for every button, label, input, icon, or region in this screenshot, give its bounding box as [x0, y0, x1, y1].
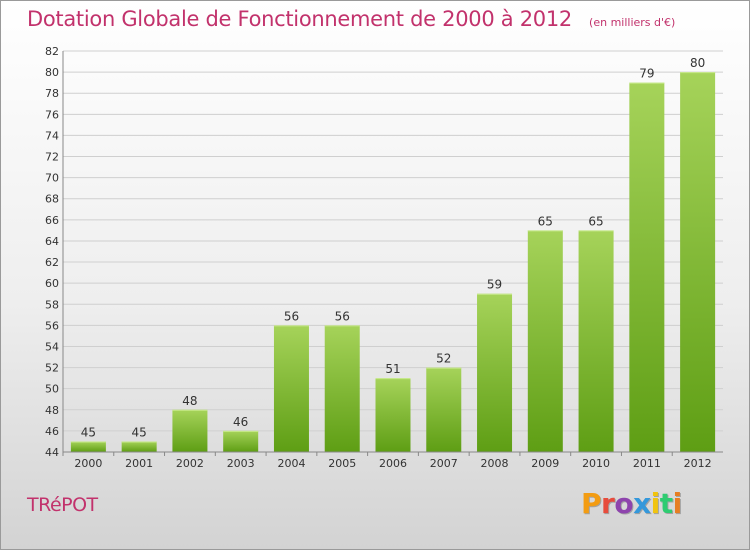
y-tick-label: 78: [45, 87, 59, 100]
bar: [680, 72, 716, 453]
bar: [629, 82, 665, 452]
bar: [477, 293, 513, 452]
data-label: 56: [335, 309, 350, 323]
data-label: 45: [81, 425, 96, 439]
bar: [527, 230, 563, 452]
data-label: 79: [639, 67, 654, 81]
y-tick-label: 82: [45, 45, 59, 58]
data-label: 65: [538, 214, 553, 228]
x-tick-label: 2012: [684, 457, 712, 470]
x-tick-label: 2008: [481, 457, 509, 470]
data-labels: 45 45 48 46 56 56 51 52 59 65 65 79 80: [81, 56, 706, 439]
data-label: 46: [233, 415, 248, 429]
y-tick-label: 50: [45, 383, 59, 396]
x-tick-label: 2002: [176, 457, 204, 470]
data-label: 52: [436, 352, 451, 366]
x-tick-label: 2004: [277, 457, 305, 470]
data-label: 80: [690, 56, 705, 70]
y-tick-label: 56: [45, 319, 59, 332]
x-tick-label: 2000: [74, 457, 102, 470]
data-label: 59: [487, 278, 502, 292]
brand-letter: o: [614, 487, 634, 520]
brand-letter: i: [672, 487, 683, 520]
bar: [324, 325, 360, 452]
y-tick-label: 44: [45, 446, 59, 459]
y-tick-label: 62: [45, 256, 59, 269]
chart-title: Dotation Globale de Fonctionnement de 20…: [27, 7, 572, 31]
bar: [70, 441, 106, 452]
bar: [375, 378, 411, 452]
brand-letter: x: [633, 487, 651, 520]
y-tick-label: 76: [45, 108, 59, 121]
y-tick-label: 80: [45, 66, 59, 79]
bar: [121, 441, 157, 452]
y-tick-label: 48: [45, 404, 59, 417]
bar: [223, 430, 259, 452]
data-label: 56: [284, 309, 299, 323]
y-tick-label: 66: [45, 214, 59, 227]
x-tick-label: 2005: [328, 457, 356, 470]
proxiti-logo[interactable]: Proxiti: [581, 487, 682, 520]
brand-letter: t: [659, 487, 673, 520]
y-tick-label: 54: [45, 340, 59, 353]
axes: 44 46 48 50 52 54 56 58 60 62 64 66 68 70 72 74 76 78 80 82…: [45, 45, 723, 470]
brand-letter: P: [581, 487, 602, 520]
y-tick-label: 64: [45, 235, 59, 248]
bar: [273, 325, 309, 452]
brand-letter: i: [650, 487, 661, 520]
y-tick-label: 72: [45, 151, 59, 164]
x-tick-label: 2007: [430, 457, 458, 470]
bars: [70, 72, 716, 453]
y-tick-label: 68: [45, 193, 59, 206]
y-tick-label: 52: [45, 362, 59, 375]
x-tick-label: 2001: [125, 457, 153, 470]
bar: [426, 367, 462, 452]
x-tick-label: 2009: [531, 457, 559, 470]
y-tick-label: 58: [45, 298, 59, 311]
x-tick-label: 2011: [633, 457, 661, 470]
y-tick-label: 70: [45, 172, 59, 185]
x-tick-label: 2006: [379, 457, 407, 470]
x-tick-label: 2003: [227, 457, 255, 470]
title-row: Dotation Globale de Fonctionnement de 20…: [27, 7, 675, 31]
bar: [578, 230, 614, 452]
chart-unit-label: (en milliers d'€): [589, 16, 676, 29]
brand-letter: r: [601, 487, 615, 520]
data-label: 51: [385, 362, 400, 376]
data-label: 65: [588, 214, 603, 228]
y-tick-label: 46: [45, 425, 59, 438]
bar: [172, 409, 208, 452]
y-tick-label: 60: [45, 277, 59, 290]
data-label: 48: [182, 394, 197, 408]
y-tick-label: 74: [45, 129, 59, 142]
data-label: 45: [132, 425, 147, 439]
x-tick-label: 2010: [582, 457, 610, 470]
commune-name: TRéPOT: [27, 494, 98, 516]
